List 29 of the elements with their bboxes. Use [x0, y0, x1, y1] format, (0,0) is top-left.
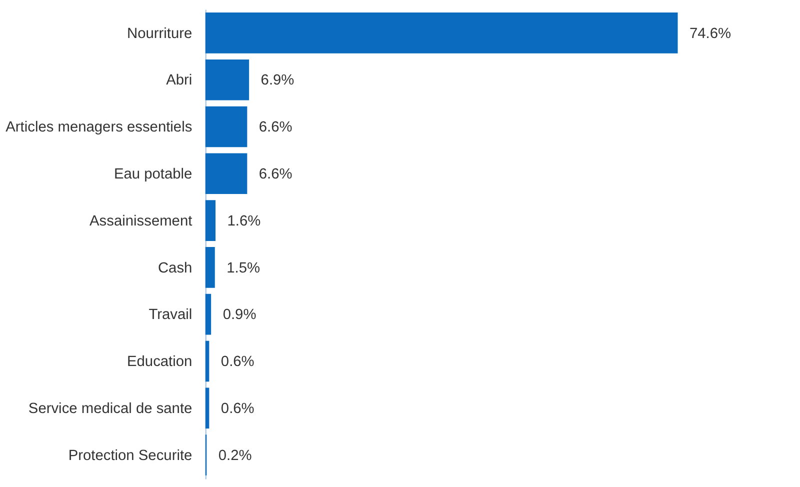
y-tick-label: Service medical de sante: [28, 401, 192, 418]
bar: [205, 247, 215, 288]
y-tick-label: Nourriture: [127, 26, 192, 42]
data-label: 6.6%: [258, 120, 292, 136]
data-label: 6.6%: [258, 166, 292, 183]
data-label: 0.9%: [222, 307, 256, 324]
data-label: 6.9%: [260, 72, 294, 89]
y-tick-label: Cash: [158, 260, 192, 276]
data-label: 0.6%: [220, 354, 254, 370]
bar: [205, 340, 210, 382]
bar: [205, 12, 678, 54]
data-label: 1.6%: [227, 213, 261, 230]
y-tick-label: Education: [126, 354, 192, 370]
data-label: 74.6%: [689, 26, 732, 42]
bar: [205, 153, 248, 194]
y-tick-label: Protection Securite: [68, 448, 192, 464]
data-label: 1.5%: [226, 260, 260, 276]
data-label: 0.6%: [220, 401, 254, 418]
bar: [205, 59, 250, 100]
bar: [205, 200, 216, 241]
bar: [205, 294, 212, 335]
bar: [205, 106, 248, 148]
y-tick-label: Abri: [166, 72, 192, 89]
y-tick-label: Assainissement: [90, 213, 192, 230]
y-tick-label: Eau potable: [114, 166, 192, 183]
bar: [205, 388, 210, 429]
data-label: 0.2%: [218, 448, 252, 464]
y-tick-label: Travail: [148, 307, 192, 324]
y-tick-label: Articles menagers essentiels: [6, 120, 192, 136]
